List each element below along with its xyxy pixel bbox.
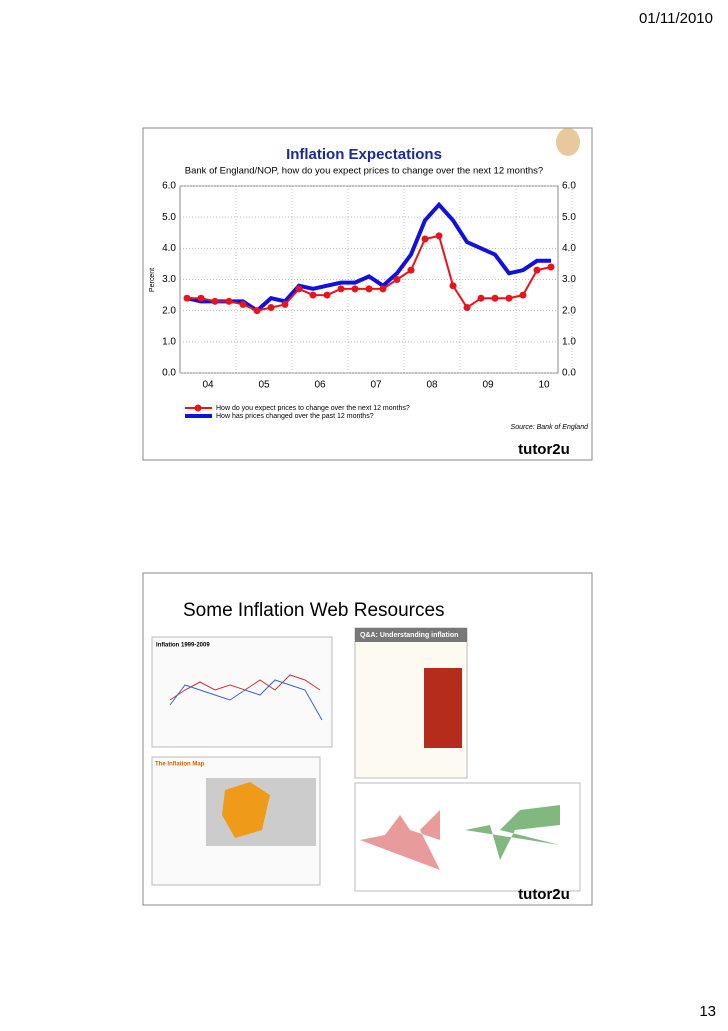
series-marker <box>547 263 555 271</box>
y2-tick-label: 3.0 <box>562 274 576 285</box>
series-marker <box>393 276 401 283</box>
series-marker <box>239 300 247 308</box>
series-marker <box>463 304 471 312</box>
legend-marker <box>194 404 202 412</box>
header-date: 01/11/2010 <box>639 10 713 27</box>
x-tick-label: 06 <box>314 380 326 391</box>
series-marker <box>421 235 429 243</box>
x-tick-label: 07 <box>370 380 382 391</box>
plot: 0.0 0.0 1.0 1.0 2.0 2.0 3.0 3.0 4.0 4.0 5.0 5.0 6.0 6… <box>162 181 576 420</box>
x-tick-label: 04 <box>202 380 214 391</box>
x-tick-label: 08 <box>426 380 438 391</box>
thumbnail-fan <box>360 810 440 870</box>
series-marker <box>197 294 205 302</box>
series-marker <box>337 285 345 293</box>
legend-label: How do you expect prices to change over … <box>216 405 410 412</box>
page-number: 13 <box>699 1003 716 1020</box>
y2-tick-label: 5.0 <box>562 212 576 223</box>
y2-tick-label: 1.0 <box>562 336 576 347</box>
thumbnail-title: Q&A: Understanding inflation <box>360 632 458 639</box>
x-tick-label: 09 <box>482 380 494 391</box>
series-marker <box>407 266 415 274</box>
series-marker <box>505 294 513 302</box>
y-tick-label: 3.0 <box>162 274 176 285</box>
series-marker <box>365 285 373 293</box>
chart-subtitle: Bank of England/NOP, how do you expect p… <box>185 166 543 177</box>
legend-label: How has prices changed over the past 12 … <box>216 413 374 420</box>
y-tick-label: 6.0 <box>162 181 176 192</box>
y-axis-label: Percent <box>149 268 156 292</box>
series-marker <box>225 297 233 305</box>
series-marker <box>435 232 443 240</box>
series-marker <box>449 282 457 290</box>
y-tick-label: 2.0 <box>162 305 176 316</box>
chart-title: Inflation Expectations <box>286 146 442 163</box>
thumbnail-title: November 2009 Report <box>429 787 506 794</box>
y-tick-label: 5.0 <box>162 212 176 223</box>
thumbnails: Inflation 1999-2009 Q&A: Understanding i… <box>151 627 581 892</box>
series-marker <box>379 285 387 293</box>
series-marker <box>295 285 303 293</box>
thumbnail-line <box>169 679 323 721</box>
logo: tutor2u <box>518 886 570 903</box>
series-marker <box>491 294 499 302</box>
y-tick-label: 1.0 <box>162 336 176 347</box>
y2-tick-label: 2.0 <box>562 305 576 316</box>
slide-title: Some Inflation Web Resources <box>183 600 445 621</box>
y-tick-label: 4.0 <box>162 243 176 254</box>
series-marker <box>267 304 275 312</box>
thumbnail-title: The Inflation Map <box>155 762 205 768</box>
thumbnail-map-country <box>222 782 270 838</box>
thumbnail-title: Inflation 1999-2009 <box>156 643 210 649</box>
x-tick-label: 05 <box>258 380 270 391</box>
series-marker <box>351 285 359 293</box>
y2-tick-label: 0.0 <box>562 368 576 379</box>
series-marker <box>253 307 261 315</box>
series-marker <box>281 300 289 308</box>
y2-tick-label: 4.0 <box>562 243 576 254</box>
series-marker <box>211 297 219 305</box>
series-marker <box>533 266 541 274</box>
y2-tick-label: 6.0 <box>562 181 576 192</box>
series-marker <box>309 291 317 299</box>
x-tick-label: 10 <box>538 380 550 391</box>
series-marker <box>183 294 191 302</box>
thumbnail-header <box>355 628 467 642</box>
logo: tutor2u <box>518 441 570 458</box>
series-marker <box>519 291 527 299</box>
thumbnail-fan <box>465 805 560 860</box>
y-tick-label: 0.0 <box>162 368 176 379</box>
source: Source: Bank of England <box>511 424 590 431</box>
series-marker <box>477 294 485 302</box>
thumbnail-photo <box>424 668 462 748</box>
series-line <box>186 201 551 314</box>
series-marker <box>323 291 331 299</box>
